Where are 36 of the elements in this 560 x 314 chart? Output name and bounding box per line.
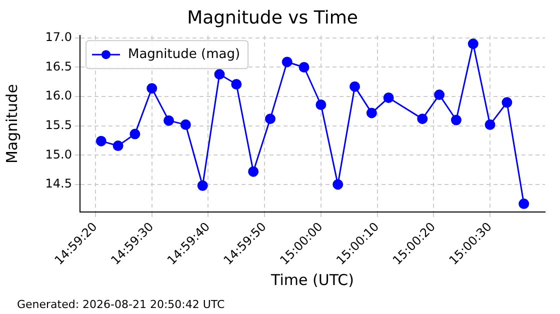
- x-axis-title: Time (UTC): [270, 270, 354, 289]
- point: [164, 115, 174, 126]
- point: [332, 179, 344, 190]
- point: [417, 114, 428, 124]
- y-tick-label: 15.5: [45, 118, 72, 132]
- point: [112, 140, 124, 152]
- point: [316, 100, 326, 110]
- point: [468, 38, 478, 50]
- text: Generated: 2026-08-21 20:50:42 UTC: [17, 298, 225, 311]
- y-tick-label: 15.0: [45, 147, 72, 162]
- point: [231, 78, 242, 90]
- point: [366, 108, 377, 118]
- point: [282, 56, 292, 68]
- point: [96, 136, 106, 146]
- point: [180, 119, 191, 130]
- legend-label: Magnitude (mag): [128, 46, 240, 62]
- y-tick-label: 16.0: [45, 88, 72, 103]
- point: [130, 128, 140, 140]
- y-axis-title: Magnitude: [2, 84, 21, 164]
- point: [214, 69, 225, 80]
- point: [383, 92, 394, 103]
- point: [502, 97, 512, 108]
- point: [298, 62, 310, 72]
- point: [450, 114, 462, 126]
- y-tick-label: 14.5: [45, 176, 72, 191]
- point: [248, 166, 259, 177]
- point: [484, 119, 496, 130]
- point: [197, 180, 208, 191]
- y-tick-label: 16.5: [45, 59, 72, 74]
- point: [264, 114, 276, 124]
- point: [434, 90, 445, 100]
- point: [518, 198, 530, 210]
- chart-title: Magnitude vs Time: [187, 7, 358, 28]
- point: [146, 83, 158, 94]
- y-tick-label: 17.0: [45, 30, 72, 44]
- point: [350, 81, 360, 92]
